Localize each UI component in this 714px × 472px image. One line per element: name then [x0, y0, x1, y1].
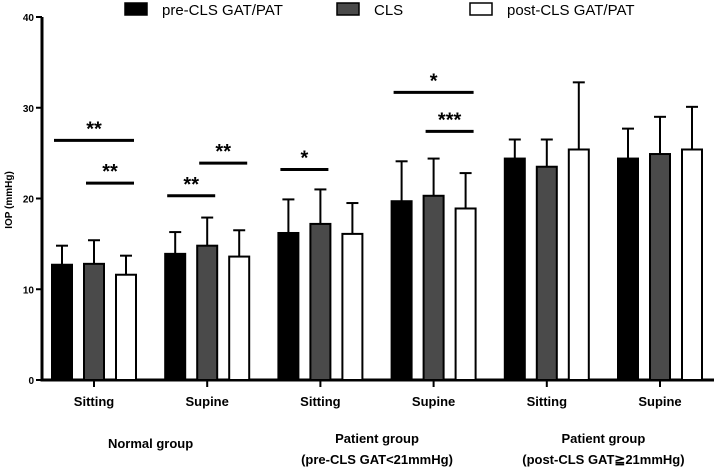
- y-tick-label: 40: [23, 13, 35, 24]
- bar: [617, 157, 639, 381]
- bar: [649, 153, 671, 381]
- bar: [341, 232, 364, 381]
- group-label: Normal group: [108, 436, 193, 451]
- x-tick-label: Supine: [412, 394, 455, 409]
- bar: [196, 244, 219, 381]
- bars: [51, 81, 703, 382]
- group-sublabel: (pre-CLS GAT<21mmHg): [301, 452, 453, 467]
- bar: [567, 148, 590, 381]
- significance-annotations: ******** *****: [54, 70, 474, 198]
- bar: [390, 200, 413, 381]
- group-sublabel: (post-CLS GAT≧21mmHg): [522, 452, 684, 467]
- x-tick-label: Sitting: [527, 394, 567, 409]
- y-tick-label: 30: [23, 104, 35, 115]
- x-tick-label: Supine: [186, 394, 229, 409]
- bar: [277, 231, 300, 381]
- legend: pre-CLS GAT/PAT CLS post-CLS GAT/PAT: [124, 2, 635, 19]
- significance-stars: **: [215, 141, 231, 163]
- group-label: Patient group: [562, 431, 646, 446]
- significance-stars: **: [183, 174, 199, 196]
- group-label: Patient group: [335, 431, 419, 446]
- legend-swatch: [124, 2, 148, 16]
- axes: 0 10 20 30 40 Sitting Supine Sitting Supine Sitti…: [23, 13, 714, 467]
- bar: [309, 222, 332, 381]
- bar: [228, 255, 251, 381]
- bar: [422, 194, 445, 381]
- legend-label: pre-CLS GAT/PAT: [162, 2, 283, 19]
- significance-stars: **: [102, 161, 118, 183]
- bar: [454, 207, 477, 381]
- legend-label: post-CLS GAT/PAT: [507, 2, 635, 19]
- bar: [51, 263, 73, 381]
- legend-swatch: [469, 2, 493, 16]
- y-axis-label: IOP (mmHg): [4, 171, 15, 229]
- y-tick-label: 0: [28, 376, 34, 387]
- legend-swatch: [336, 2, 360, 16]
- y-tick-label: 10: [23, 285, 35, 296]
- bar: [83, 262, 105, 381]
- x-tick-label: Sitting: [300, 394, 340, 409]
- significance-stars: **: [86, 118, 102, 140]
- x-tick-label: Sitting: [74, 394, 114, 409]
- bar: [164, 252, 187, 381]
- legend-label: CLS: [374, 2, 403, 19]
- bar: [681, 148, 703, 381]
- y-tick-label: 20: [23, 195, 35, 206]
- significance-stars: *: [430, 70, 438, 92]
- significance-stars: *: [301, 147, 309, 169]
- bar: [503, 157, 526, 381]
- significance-stars: ***: [438, 109, 462, 131]
- bar: [115, 273, 137, 382]
- x-tick-label: Supine: [638, 394, 681, 409]
- bar: [535, 165, 558, 381]
